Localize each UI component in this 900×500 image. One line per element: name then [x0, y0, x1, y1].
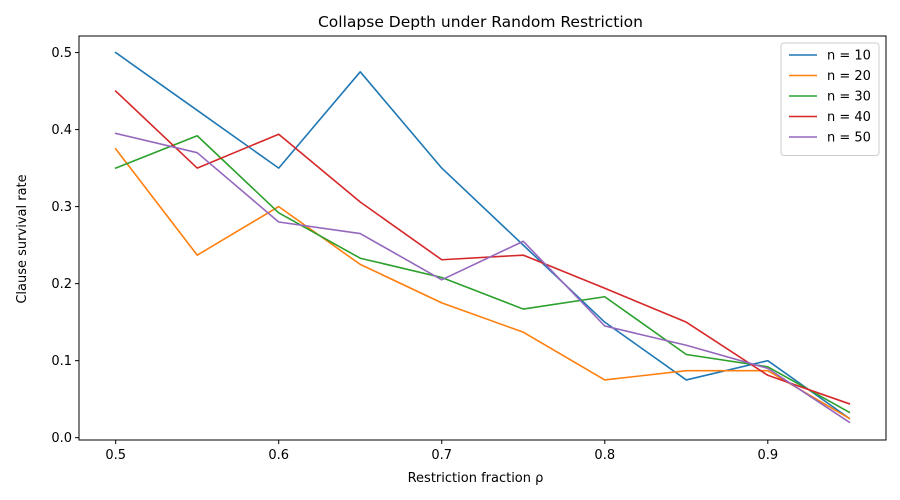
y-tick-label: 0.0 [51, 431, 72, 446]
y-tick-label: 0.2 [51, 277, 72, 292]
y-tick-label: 0.5 [51, 46, 72, 61]
x-tick-label: 0.5 [105, 448, 126, 463]
x-axis-label: Restriction fraction ρ [408, 471, 544, 486]
chart-title: Collapse Depth under Random Restriction [318, 13, 643, 31]
x-tick-label: 0.9 [757, 448, 778, 463]
legend-label: n = 50 [827, 131, 871, 146]
legend-label: n = 20 [827, 69, 871, 84]
series-line-3 [114, 134, 851, 414]
plot-area [114, 51, 851, 424]
y-axis-label: Clause survival rate [15, 174, 30, 303]
legend-box [780, 42, 880, 156]
legend-label: n = 40 [827, 110, 871, 125]
legend-label: n = 30 [827, 90, 871, 105]
y-tick-label: 0.3 [51, 200, 72, 215]
series-line-4 [114, 89, 851, 405]
x-tick-label: 0.6 [268, 448, 289, 463]
x-tick-label: 0.8 [594, 448, 615, 463]
series-line-2 [114, 147, 851, 420]
plot-frame [78, 35, 887, 441]
legend-label: n = 10 [827, 49, 871, 64]
x-axis-ticks: 0.5 0.6 0.7 0.8 0.9 [105, 440, 778, 463]
y-tick-label: 0.1 [51, 354, 72, 369]
x-tick-label: 0.7 [431, 448, 452, 463]
legend: n = 10 n = 20 n = 30 n = 40 n = 50 [780, 42, 880, 156]
y-tick-label: 0.4 [51, 123, 72, 138]
y-axis-ticks: 0.0 0.1 0.2 0.3 0.4 0.5 [51, 46, 79, 446]
series-line-5 [114, 132, 851, 424]
